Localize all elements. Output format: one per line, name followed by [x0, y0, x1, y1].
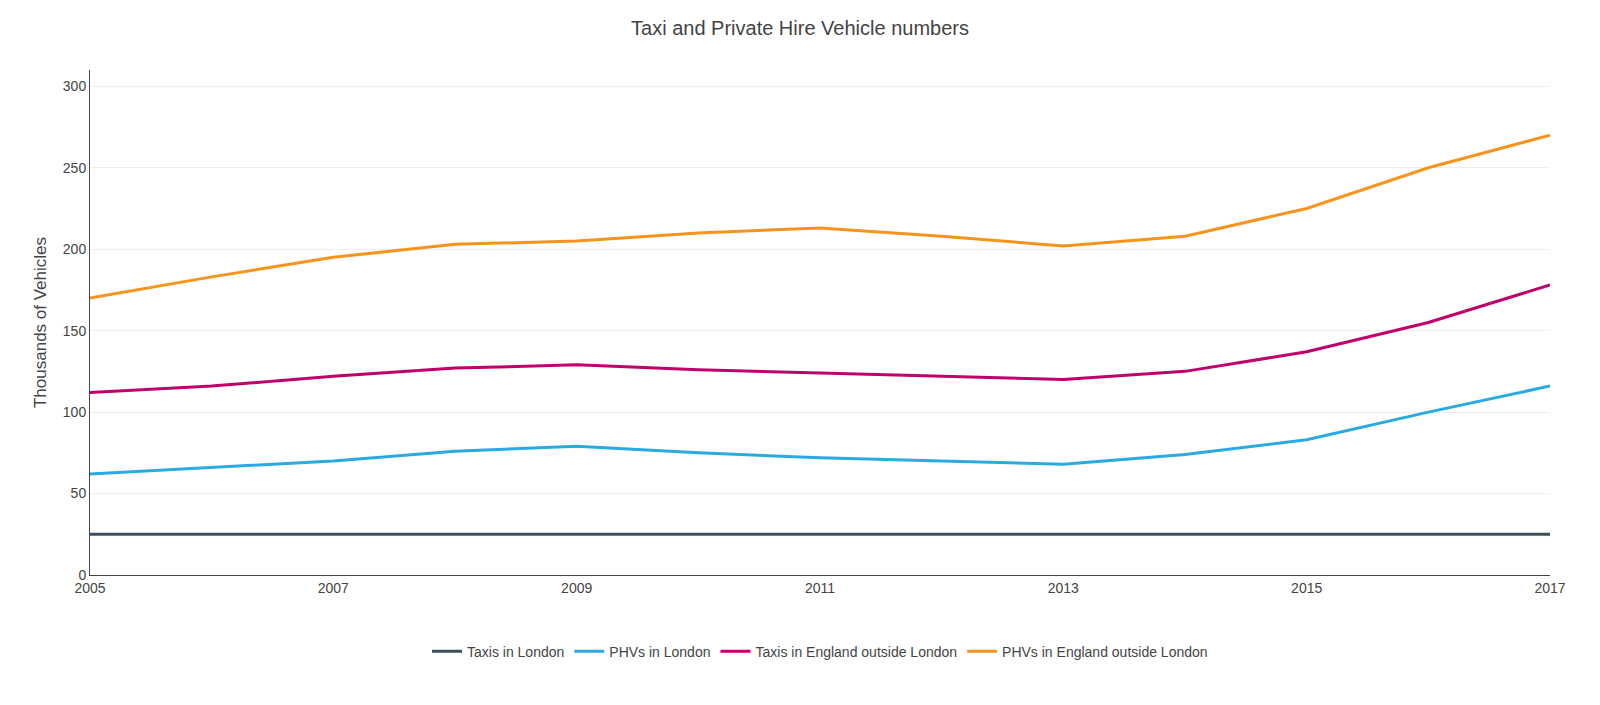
- svg-text:50: 50: [71, 485, 87, 501]
- svg-text:Taxi and Private Hire Vehicle: Taxi and Private Hire Vehicle numbers: [631, 17, 969, 39]
- svg-text:250: 250: [63, 160, 87, 176]
- svg-text:200: 200: [63, 241, 87, 257]
- svg-text:2005: 2005: [74, 580, 105, 596]
- svg-text:2013: 2013: [1048, 580, 1079, 596]
- svg-text:100: 100: [63, 404, 87, 420]
- svg-text:300: 300: [63, 78, 87, 94]
- svg-text:2011: 2011: [805, 580, 835, 596]
- svg-text:150: 150: [63, 323, 87, 339]
- svg-text:0: 0: [78, 567, 86, 583]
- svg-text:Taxis in England outside Londo: Taxis in England outside London: [755, 644, 957, 660]
- svg-text:Taxis in London: Taxis in London: [467, 644, 564, 660]
- svg-text:2009: 2009: [561, 580, 592, 596]
- svg-text:2017: 2017: [1534, 580, 1565, 596]
- svg-text:PHVs in England outside London: PHVs in England outside London: [1002, 644, 1207, 660]
- svg-text:PHVs in London: PHVs in London: [609, 644, 710, 660]
- svg-text:Thousands of Vehicles: Thousands of Vehicles: [31, 237, 50, 408]
- svg-text:2015: 2015: [1291, 580, 1322, 596]
- svg-text:2007: 2007: [318, 580, 349, 596]
